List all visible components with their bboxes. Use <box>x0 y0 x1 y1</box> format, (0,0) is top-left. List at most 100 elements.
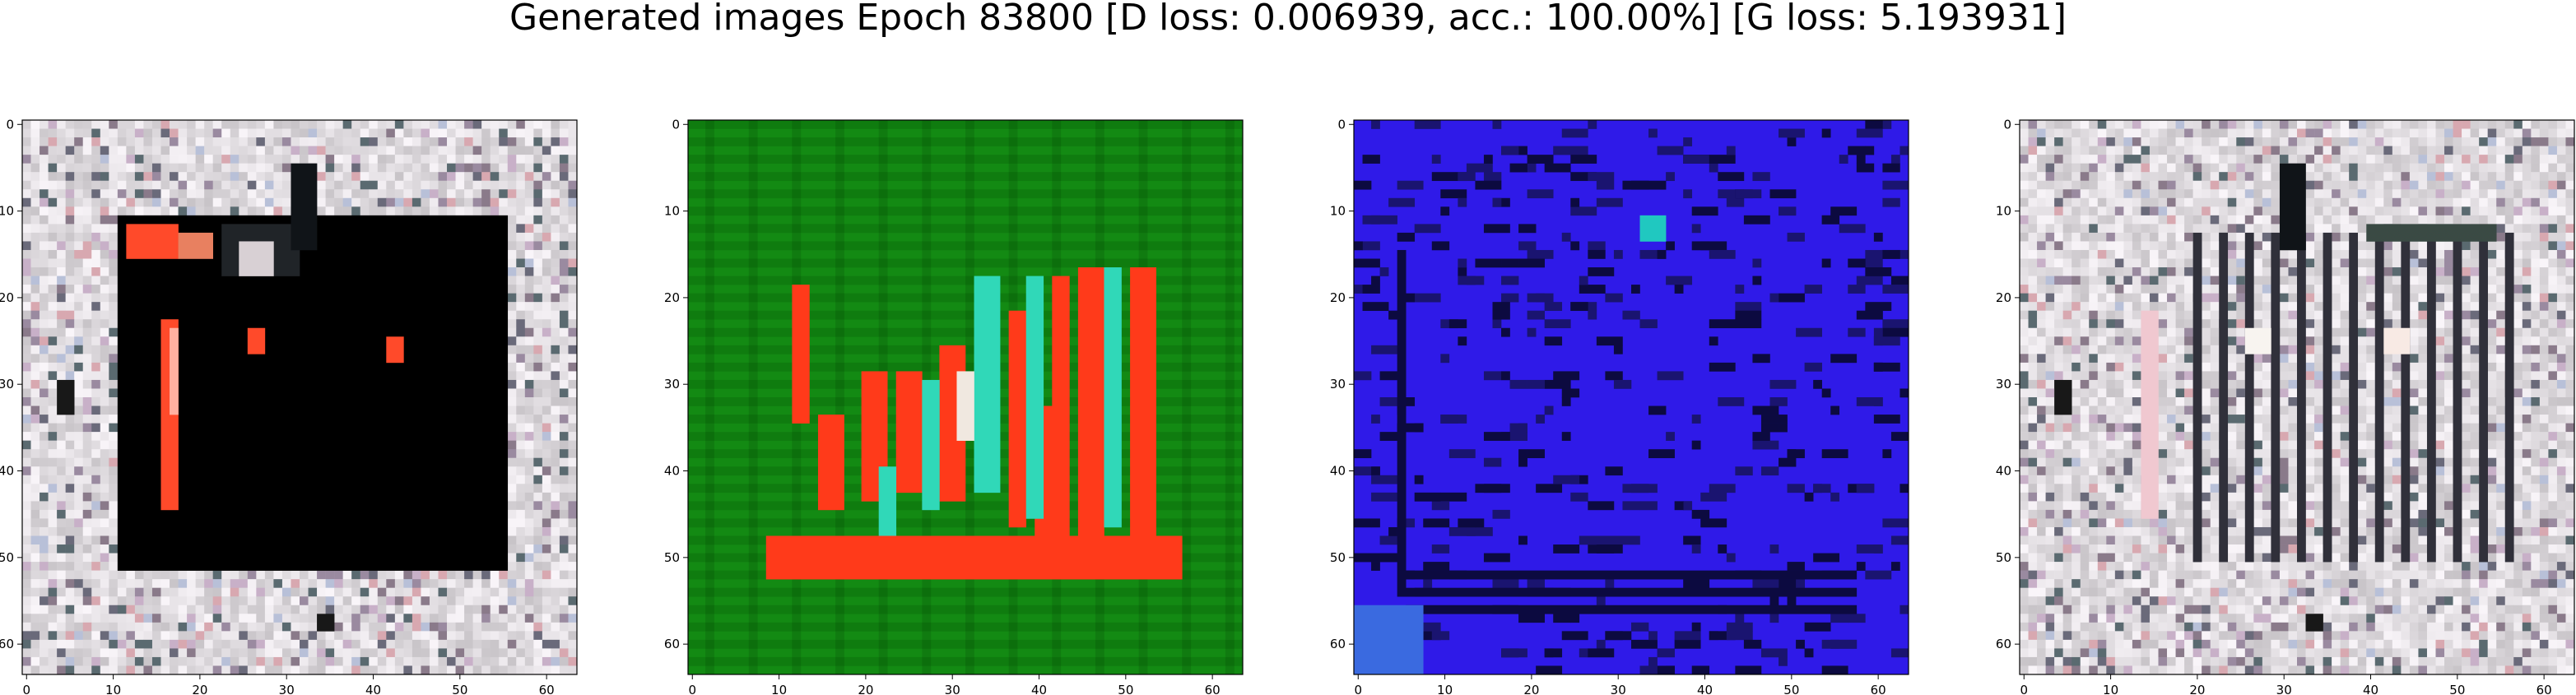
pixel-cell <box>2288 302 2297 311</box>
pixel-cell <box>456 198 465 207</box>
pixel-cell <box>508 363 517 372</box>
dark-streak <box>1735 285 1744 294</box>
pixel-cell <box>533 363 542 372</box>
pixel-cell <box>213 206 222 215</box>
pixel-cell <box>2150 233 2159 242</box>
pixel-cell <box>2496 371 2505 380</box>
pixel-cell <box>317 648 326 657</box>
pixel-cell <box>2288 345 2297 354</box>
pixel-cell <box>40 233 49 242</box>
pixel-cell <box>22 285 31 294</box>
pixel-cell <box>91 536 100 545</box>
pixel-cell <box>542 466 551 475</box>
pixel-cell <box>109 562 118 571</box>
pixel-cell <box>300 657 309 666</box>
pixel-cell <box>2089 354 2098 363</box>
pixel-cell <box>230 198 239 207</box>
pixel-cell <box>2063 276 2072 285</box>
pixel-cell <box>508 189 517 198</box>
pixel-cell <box>2029 336 2038 345</box>
pixel-cell <box>49 588 58 597</box>
pixel-cell <box>256 605 265 614</box>
pixel-cell <box>74 137 83 146</box>
pixel-cell <box>386 129 395 138</box>
pixel-cell <box>2202 302 2211 311</box>
dark-streak <box>1648 181 1666 190</box>
pixel-cell <box>2479 155 2488 164</box>
pixel-cell <box>2332 285 2341 294</box>
pixel-cell <box>508 215 517 225</box>
pixel-cell <box>351 137 360 146</box>
pixel-cell <box>40 172 49 181</box>
pixel-cell <box>412 657 421 666</box>
pixel-cell <box>2462 328 2471 337</box>
pixel-cell <box>412 155 421 164</box>
pixel-cell <box>568 588 577 597</box>
pixel-cell <box>2020 319 2029 328</box>
pixel-cell <box>2228 172 2237 181</box>
pixel-cell <box>49 164 58 173</box>
pixel-cell <box>2081 397 2090 406</box>
pixel-cell <box>525 354 534 363</box>
pixel-cell <box>2280 354 2289 363</box>
pixel-cell <box>560 259 569 268</box>
pixel-cell <box>2020 336 2029 345</box>
pixel-cell <box>161 596 170 605</box>
pixel-cell <box>2366 189 2375 198</box>
pixel-cell <box>456 614 465 623</box>
pixel-cell <box>2262 354 2271 363</box>
pixel-cell <box>91 354 100 363</box>
pixel-cell <box>326 189 335 198</box>
pixel-cell <box>533 406 542 415</box>
pixel-cell <box>568 181 577 190</box>
pixel-cell <box>22 172 31 181</box>
pixel-cell <box>2123 250 2132 259</box>
pixel-cell <box>300 631 309 640</box>
dark-streak <box>1415 493 1441 502</box>
pixel-cell <box>560 571 569 580</box>
pixel-cell <box>568 354 577 363</box>
pixel-cell <box>2341 206 2350 215</box>
pixel-cell <box>2418 397 2427 406</box>
pixel-cell <box>66 657 75 666</box>
pixel-cell <box>2513 363 2523 372</box>
pixel-cell <box>152 146 161 155</box>
pixel-cell <box>2444 129 2453 138</box>
pixel-cell <box>430 596 439 605</box>
pixel-cell <box>421 571 430 580</box>
pixel-cell <box>2098 206 2107 215</box>
pixel-cell <box>2236 302 2245 311</box>
pixel-cell <box>40 155 49 164</box>
pixel-cell <box>187 640 196 649</box>
pixel-cell <box>100 129 109 138</box>
pixel-cell <box>2106 206 2115 215</box>
pixel-cell <box>2159 336 2168 345</box>
pixel-cell <box>2436 294 2445 303</box>
pixel-cell <box>100 518 109 527</box>
dark-streak <box>1579 146 1588 155</box>
pixel-cell <box>74 155 83 164</box>
pixel-cell <box>309 648 318 657</box>
pixel-cell <box>447 571 456 580</box>
pixel-cell <box>2548 164 2557 173</box>
pixel-cell <box>2115 215 2124 225</box>
pixel-cell <box>2037 259 2046 268</box>
pixel-cell <box>2132 164 2141 173</box>
pixel-cell <box>2211 363 2220 372</box>
pixel-cell <box>2029 388 2038 397</box>
pixel-cell <box>2496 189 2505 198</box>
pixel-cell <box>473 648 482 657</box>
pixel-cell <box>2211 380 2220 389</box>
pixel-cell <box>109 181 118 190</box>
pixel-cell <box>2132 198 2141 207</box>
pixel-cell <box>369 640 378 649</box>
pixel-cell <box>57 527 66 536</box>
pixel-cell <box>421 189 430 198</box>
pixel-cell <box>2418 294 2427 303</box>
pixel-cell <box>2089 172 2098 181</box>
pixel-cell <box>386 623 395 632</box>
light-patch <box>1354 605 1424 675</box>
pixel-cell <box>2037 267 2046 276</box>
pixel-cell <box>2167 345 2176 354</box>
pixel-cell <box>516 363 525 372</box>
